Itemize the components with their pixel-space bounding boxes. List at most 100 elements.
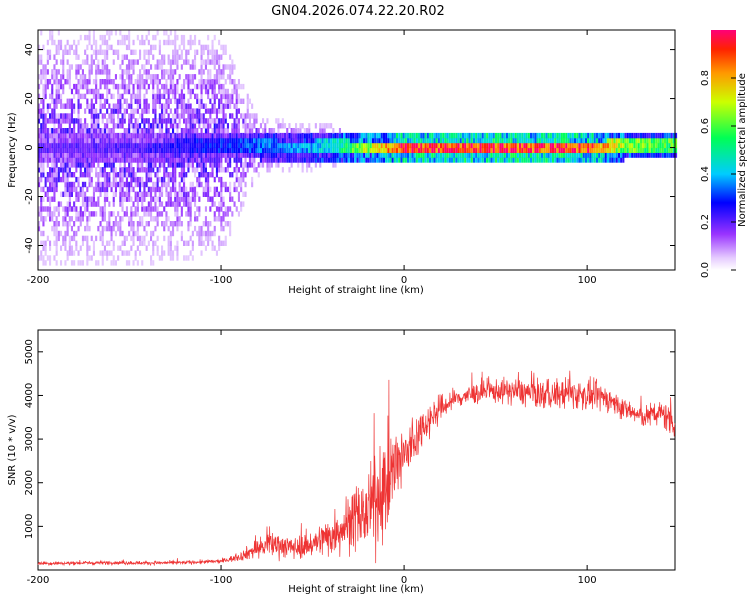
spectrogram-cell — [167, 235, 170, 242]
spectrogram-cell — [101, 235, 104, 242]
spectrogram-cell — [220, 225, 223, 232]
spectrogram-cell — [457, 137, 460, 144]
spectrogram-cell — [198, 132, 201, 139]
spectrogram-cell — [185, 128, 188, 134]
spectrogram-cell — [472, 137, 475, 144]
spectrogram-cell — [55, 88, 58, 95]
spectrogram-cell — [183, 240, 186, 246]
spectrogram-cell — [424, 132, 427, 139]
spectrogram-cell — [176, 34, 179, 41]
spectrogram-cell — [297, 162, 300, 168]
spectrogram-cell — [117, 123, 120, 129]
spectrogram-cell — [112, 118, 115, 124]
spectrogram-cell — [147, 83, 150, 90]
spectrogram-cell — [191, 152, 194, 158]
spectrogram-cell — [136, 206, 139, 212]
spectrogram-cell — [103, 64, 106, 70]
spectrogram-cell — [114, 260, 117, 266]
spectrogram-cell — [141, 34, 144, 41]
spectrogram-cell — [163, 250, 166, 256]
spectrogram-cell — [154, 201, 157, 207]
spectrogram-cell — [53, 54, 56, 60]
spectrogram-cell — [211, 172, 214, 178]
spectrogram-cell — [200, 49, 203, 55]
spectrogram-cell — [229, 162, 232, 168]
spectrogram-cell — [246, 98, 249, 104]
spectrogram-cell — [194, 142, 197, 149]
spectrogram-cell — [558, 157, 561, 163]
spectrogram-cell — [55, 186, 58, 193]
spectrogram-cell — [75, 69, 78, 75]
spectrogram-cell — [117, 108, 120, 114]
spectrogram-cell — [95, 118, 98, 124]
spectrogram-cell — [108, 103, 111, 109]
spectrogram-cell — [251, 162, 254, 168]
spectrogram-cell — [176, 240, 179, 246]
spectrogram-cell — [244, 157, 247, 163]
spectrogram-cell — [189, 128, 192, 134]
spectrogram-cell — [143, 128, 146, 134]
spectrogram-cell — [670, 147, 673, 153]
spectrogram-cell — [626, 142, 629, 149]
spectrogram-cell — [128, 260, 131, 266]
spectrogram-cell — [675, 152, 678, 158]
spectrogram-cell — [103, 196, 106, 202]
spectrogram-cell — [73, 93, 76, 100]
spectrogram-cell — [237, 142, 240, 149]
spectrogram-cell — [246, 93, 249, 100]
spectrogram-cell — [398, 147, 401, 153]
spectrogram-cell — [325, 132, 328, 139]
spectrogram-cell — [150, 44, 153, 51]
spectrogram-cell — [55, 157, 58, 163]
spectrogram-cell — [139, 235, 142, 242]
spectrogram-cell — [172, 118, 175, 124]
spectrogram-cell — [99, 137, 102, 144]
spectrogram-cell — [220, 83, 223, 90]
spectrogram-cell — [123, 108, 126, 114]
spectrogram-cell — [273, 157, 276, 163]
spectrogram-cell — [196, 216, 199, 222]
spectrogram-cell — [224, 211, 227, 217]
spectrogram-cell — [134, 128, 137, 134]
spectrogram-cell — [117, 137, 120, 144]
spectrogram-cell — [209, 98, 212, 104]
spectrogram-cell — [178, 186, 181, 193]
figure-title: GN04.2026.074.22.20.R02 — [271, 4, 445, 19]
spectrogram-cell — [110, 79, 113, 85]
spectrogram-cell — [226, 93, 229, 100]
spectrogram-cell — [49, 181, 52, 188]
spectrogram-cell — [108, 225, 111, 232]
spectrogram-cell — [429, 137, 432, 144]
spectrogram-cell — [123, 172, 126, 178]
spectrogram-cell — [578, 137, 581, 144]
spectrogram-cell — [68, 250, 71, 256]
spectrogram-cell — [514, 147, 517, 153]
spectrogram-cell — [73, 230, 76, 237]
spectrogram-cell — [204, 44, 207, 51]
spectrogram-cell — [185, 186, 188, 193]
spectrogram-cell — [143, 118, 146, 124]
spectrogram-cell — [165, 132, 168, 139]
spectrogram-cell — [202, 152, 205, 158]
spectrogram-cell — [187, 191, 190, 197]
spectrogram-cell — [356, 137, 359, 144]
spectrogram-cell — [180, 34, 183, 41]
spectrogram-cell — [277, 142, 280, 149]
spectrogram-cell — [317, 157, 320, 163]
spectrogram-cell — [187, 152, 190, 158]
spectrogram-cell — [112, 176, 115, 183]
spectrogram-cell — [128, 132, 131, 139]
spectrogram-cell — [158, 191, 161, 197]
spectrogram-cell — [646, 152, 649, 158]
spectrogram-cell — [229, 191, 232, 197]
spectrogram-cell — [141, 157, 144, 163]
spectrogram-cell — [183, 142, 186, 149]
spectrogram-cell — [435, 147, 438, 153]
spectrogram-cell — [215, 132, 218, 139]
spectrogram-cell — [334, 142, 337, 149]
spectrogram-cell — [73, 250, 76, 256]
spectrogram-cell — [279, 152, 282, 158]
spectrogram-cell — [523, 147, 526, 153]
spectrogram-cell — [189, 103, 192, 109]
spectrogram-cell — [646, 142, 649, 149]
